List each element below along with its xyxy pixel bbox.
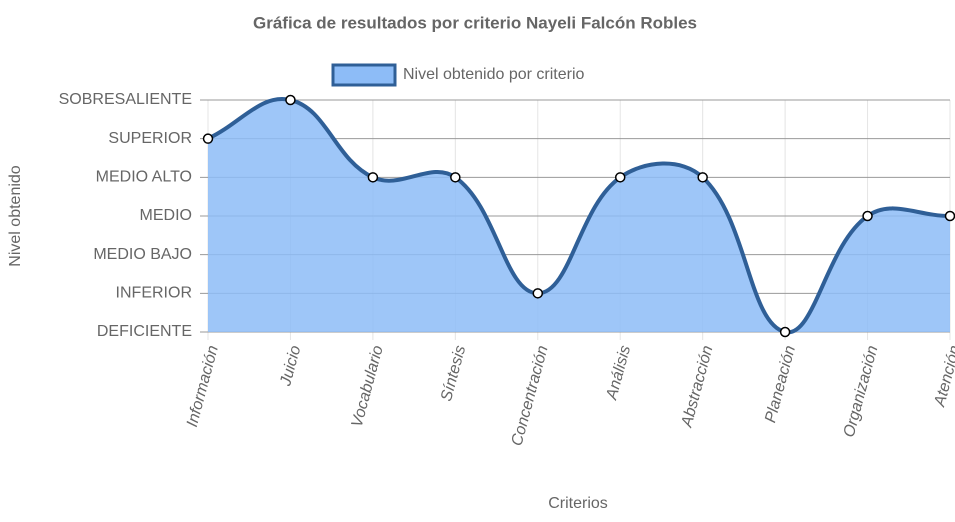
x-tick-label: Información — [184, 344, 222, 429]
x-tick-label: Planeación — [762, 344, 799, 425]
point — [779, 326, 791, 338]
point — [614, 172, 626, 183]
x-tick-label: Síntesis — [438, 344, 469, 403]
x-tick-label: Atención — [931, 344, 955, 410]
area — [208, 98, 950, 333]
y-tick-label: MEDIO ALTO — [96, 169, 192, 186]
y-tick-label: SUPERIOR — [108, 130, 192, 147]
y-tick-label: DEFICIENTE — [97, 323, 192, 340]
legend-label: Nivel obtenido por criterio — [403, 66, 585, 83]
point — [202, 133, 214, 144]
x-tick-label: Concentración — [509, 344, 552, 448]
point — [285, 94, 296, 106]
y-tick-label: MEDIO BAJO — [93, 246, 192, 263]
legend-swatch — [331, 63, 397, 87]
x-tick-label: Análisis — [603, 344, 634, 403]
point — [697, 172, 708, 183]
y-tick-label: INFERIOR — [116, 285, 192, 302]
x-tick-label: Juicio — [277, 344, 304, 389]
point — [862, 210, 873, 222]
x-tick-label: Organización — [841, 344, 882, 440]
y-tick-label: SOBRESALIENTE — [59, 91, 192, 108]
point — [532, 288, 544, 299]
x-tick-label: Abstracción — [678, 344, 716, 430]
x-tick-label: Vocabulario — [349, 344, 387, 430]
y-tick-label: MEDIO — [140, 207, 192, 224]
y-axis-title: Nivel obtenido — [7, 165, 24, 267]
point — [450, 172, 461, 183]
chart-title: Gráfica de resultados por criterio Nayel… — [253, 13, 697, 32]
line — [207, 97, 951, 335]
x-axis-title: Criterios — [548, 495, 608, 512]
point — [367, 172, 379, 183]
point — [944, 210, 955, 222]
